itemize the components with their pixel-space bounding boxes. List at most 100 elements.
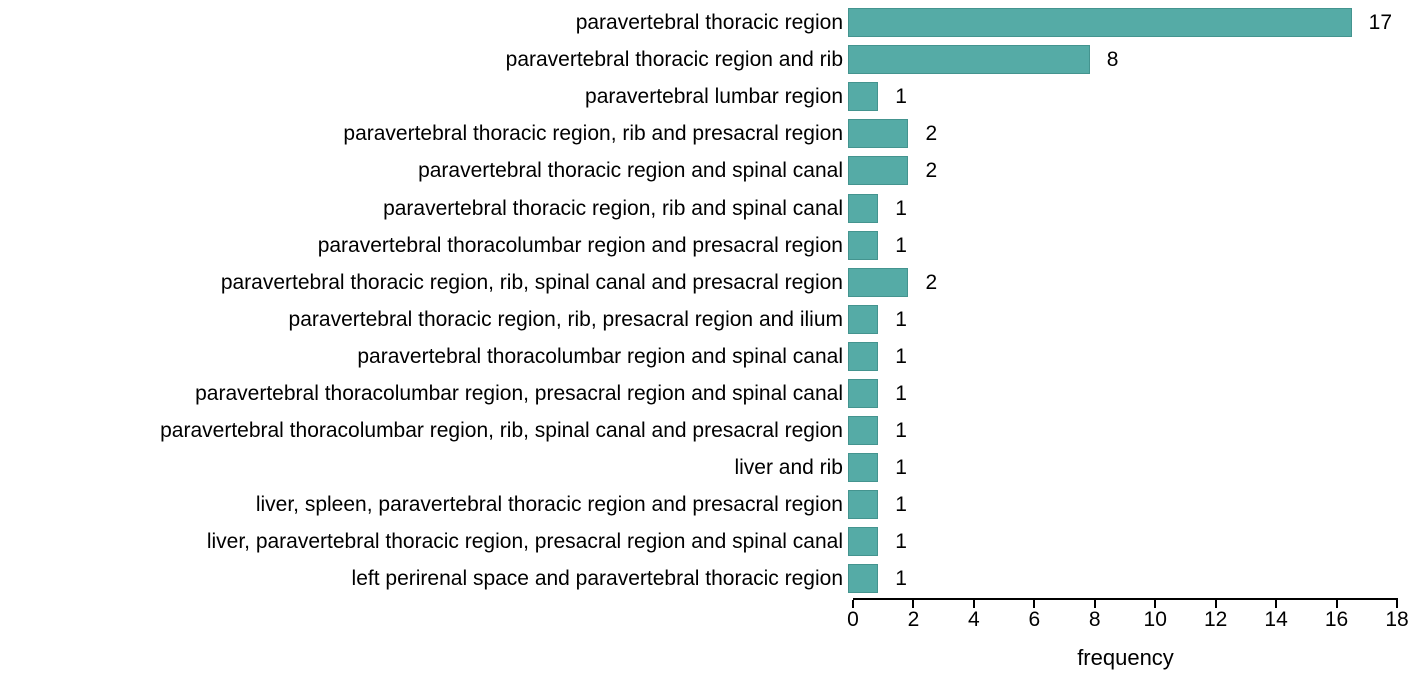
category-label: liver and rib [734,456,843,480]
x-axis-tick-label: 12 [1203,608,1228,631]
bar-area: 1 [848,227,1392,264]
category-label: paravertebral thoracolumbar region, pres… [195,381,843,405]
x-axis-tick [852,600,854,608]
x-axis-tick-label: 10 [1143,608,1167,631]
category-label: liver, spleen, paravertebral thoracic re… [255,493,843,517]
value-label: 2 [925,159,938,183]
x-axis-tick-label: 2 [907,608,920,631]
bar-area: 1 [848,78,1392,115]
bar [848,193,879,223]
bar-row: paravertebral thoracic region, rib and s… [0,189,1417,226]
x-axis-tick-label: 16 [1324,608,1349,631]
bar-area: 2 [848,264,1392,301]
x-axis-tick [1275,600,1278,608]
bar-area: 1 [848,375,1392,412]
x-axis-tick [1214,600,1217,608]
bar-area: 1 [848,189,1392,226]
x-axis-tick-label: 14 [1264,608,1288,631]
category-label: paravertebral thoracolumbar region and s… [357,344,843,368]
bar-area: 1 [848,449,1392,486]
x-axis-tick [1033,600,1036,608]
bar-row: paravertebral thoracolumbar region, pres… [0,375,1417,412]
x-axis-tick [1154,600,1157,608]
bar [848,527,879,557]
bar-area: 8 [848,41,1392,78]
x-axis-tick-label: 8 [1088,608,1101,631]
value-label: 1 [895,419,907,443]
bar-row: paravertebral thoracic region, rib, spin… [0,264,1417,301]
bar-rows: paravertebral thoracic region 17 paraverte… [0,4,1417,598]
value-label: 17 [1368,11,1392,35]
value-label: 1 [895,456,907,480]
bar-area: 1 [848,560,1392,597]
x-axis-tick-label: 6 [1028,608,1041,631]
bar-area: 2 [848,115,1392,152]
x-axis-tick [972,600,975,608]
value-label: 2 [925,122,938,146]
bar-row: paravertebral thoracic region 17 [0,4,1417,41]
category-label: paravertebral thoracic region [575,11,843,35]
value-label: 1 [895,530,907,554]
x-axis-tick-label: 4 [968,608,980,631]
x-axis-tick-label: 0 [847,608,859,631]
value-label: 1 [895,233,907,257]
value-label: 1 [895,344,907,368]
bar-row: paravertebral thoracolumbar region, rib,… [0,412,1417,449]
category-label: paravertebral thoracic region and spinal… [418,159,843,183]
bar-row: liver, spleen, paravertebral thoracic re… [0,486,1417,523]
value-label: 1 [895,493,907,517]
bar-area: 2 [848,152,1392,189]
bar [848,564,879,594]
value-label: 1 [895,196,907,220]
bar [848,119,909,149]
value-label: 8 [1106,48,1119,72]
bar-row: paravertebral lumbar region 1 [0,78,1417,115]
bar [848,490,879,520]
bar [848,416,879,446]
bar [848,341,879,371]
value-label: 2 [925,270,938,294]
bar [848,453,879,483]
bar-row: left perirenal space and paravertebral t… [0,560,1417,597]
category-label: left perirenal space and paravertebral t… [351,567,843,591]
category-label: paravertebral thoracic region, rib and s… [383,196,843,220]
category-label: paravertebral thoracolumbar region, rib,… [160,419,843,443]
category-label: liver, paravertebral thoracic region, pr… [206,530,843,554]
x-axis-label: frequency [1077,645,1174,670]
x-axis-tick [1396,600,1398,608]
bar-row: paravertebral thoracolumbar region and s… [0,338,1417,375]
category-label: paravertebral thoracic region, rib, spin… [220,270,843,294]
bar [848,8,1352,38]
bar-row: liver and rib 1 [0,449,1417,486]
bar [848,156,909,186]
category-label: paravertebral thoracic region and rib [505,48,843,72]
value-label: 1 [895,381,907,405]
bar-row: liver, paravertebral thoracic region, pr… [0,523,1417,560]
bar [848,45,1090,75]
x-axis-tick [1335,600,1338,608]
value-label: 1 [895,85,907,109]
bar-area: 1 [848,523,1392,560]
value-label: 1 [895,567,907,591]
bar-area: 1 [848,301,1392,338]
x-axis-tick [912,600,915,608]
category-label: paravertebral thoracic region, rib, pres… [288,307,843,331]
bar-area: 1 [848,338,1392,375]
category-label: paravertebral lumbar region [585,85,843,109]
bar-row: paravertebral thoracic region, rib, pres… [0,301,1417,338]
bar-row: paravertebral thoracolumbar region and p… [0,227,1417,264]
bar-row: paravertebral thoracic region, rib and p… [0,115,1417,152]
bar [848,267,909,297]
bar-area: 1 [848,412,1392,449]
bar-row: paravertebral thoracic region and spinal… [0,152,1417,189]
bar [848,378,879,408]
x-axis-tick [1093,600,1096,608]
x-axis: 0 2 4 6 8 10 12 14 16 18 [847,598,1409,630]
bar [848,230,879,260]
value-label: 1 [895,307,907,331]
bar-area: 1 [848,486,1392,523]
bar-area: 17 [848,4,1392,41]
category-label: paravertebral thoracolumbar region and p… [317,233,843,257]
bar-row: paravertebral thoracic region and rib 8 [0,41,1417,78]
